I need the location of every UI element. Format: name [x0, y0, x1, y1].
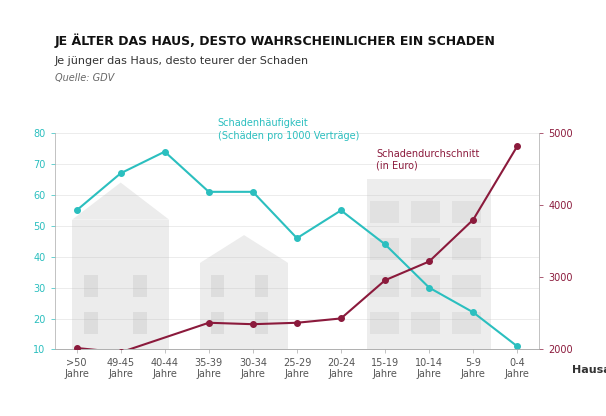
Bar [133, 312, 147, 334]
Bar [452, 238, 481, 260]
Bar [200, 263, 288, 349]
Bar [84, 275, 98, 297]
Bar [370, 275, 399, 297]
Text: Je jünger das Haus, desto teurer der Schaden: Je jünger das Haus, desto teurer der Sch… [55, 56, 308, 66]
Polygon shape [200, 235, 288, 263]
Text: Quelle: GDV: Quelle: GDV [55, 73, 114, 83]
Bar [411, 201, 440, 223]
Bar [411, 238, 440, 260]
Text: JE ÄLTER DAS HAUS, DESTO WAHRSCHEINLICHER EIN SCHADEN: JE ÄLTER DAS HAUS, DESTO WAHRSCHEINLICHE… [55, 33, 496, 48]
Bar [255, 275, 268, 297]
Bar [452, 201, 481, 223]
Bar [72, 220, 169, 349]
Bar [255, 312, 268, 334]
Bar [452, 275, 481, 297]
Bar [84, 312, 98, 334]
Polygon shape [72, 183, 169, 220]
Bar [411, 275, 440, 297]
Bar [411, 312, 440, 334]
Bar [452, 312, 481, 334]
Bar [211, 312, 224, 334]
Bar [370, 201, 399, 223]
Bar [133, 275, 147, 297]
Bar [370, 312, 399, 334]
Text: Schadenhäufigkeit
(Schäden pro 1000 Verträge): Schadenhäufigkeit (Schäden pro 1000 Vert… [218, 119, 359, 141]
Y-axis label: Hausalter: Hausalter [572, 364, 606, 374]
Bar [211, 275, 224, 297]
Text: Schadendurchschnitt
(in Euro): Schadendurchschnitt (in Euro) [376, 149, 479, 171]
Bar [370, 238, 399, 260]
Bar [367, 179, 491, 349]
